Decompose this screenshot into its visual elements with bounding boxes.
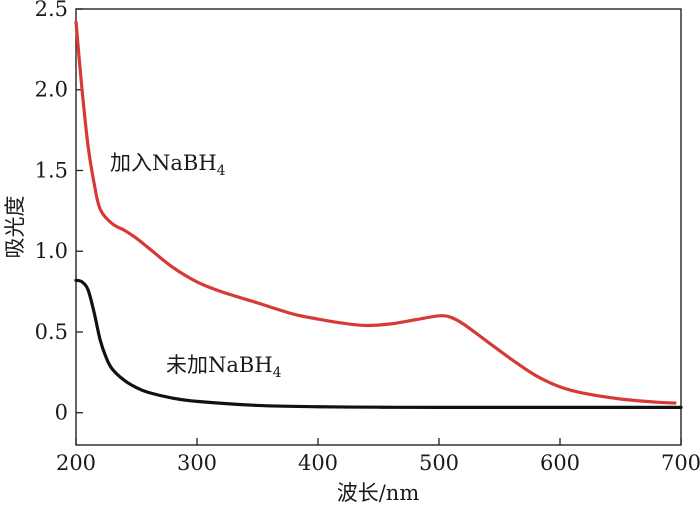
x-axis-title: 波长/nm [337,481,420,505]
annotation-without-nabh4: 未加NaBH4 [166,353,282,381]
y-axis-ticks: 0 0.5 1.0 1.5 2.0 2.5 [35,0,83,425]
series-lines [74,20,683,409]
series-line-without-nabh4 [74,278,683,409]
x-tick-label: 600 [540,451,580,475]
annotation-without-nabh4-subscript: 4 [273,365,282,381]
y-tick-label: 1.5 [35,158,68,182]
x-tick-label: 200 [56,451,96,475]
x-tick-label: 300 [177,451,217,475]
x-tick-label: 500 [419,451,459,475]
y-axis-title: 吸光度 [3,196,27,259]
annotation-with-nabh4-text: 加入NaBH [110,151,217,175]
y-tick-label: 0 [55,401,68,425]
annotation-with-nabh4: 加入NaBH4 [110,151,226,179]
y-tick-label: 1.0 [35,239,68,263]
series-line-with-nabh4 [74,20,677,405]
y-tick-label: 2.5 [35,0,68,21]
x-tick-label: 400 [298,451,338,475]
x-tick-label: 700 [661,451,700,475]
x-axis-ticks: 200 300 400 500 600 700 [56,438,700,475]
plot-frame [75,8,682,446]
annotation-without-nabh4-text: 未加NaBH [166,353,273,377]
y-tick-label: 0.5 [35,320,68,344]
y-tick-label: 2.0 [35,78,68,102]
annotation-with-nabh4-subscript: 4 [217,163,226,179]
